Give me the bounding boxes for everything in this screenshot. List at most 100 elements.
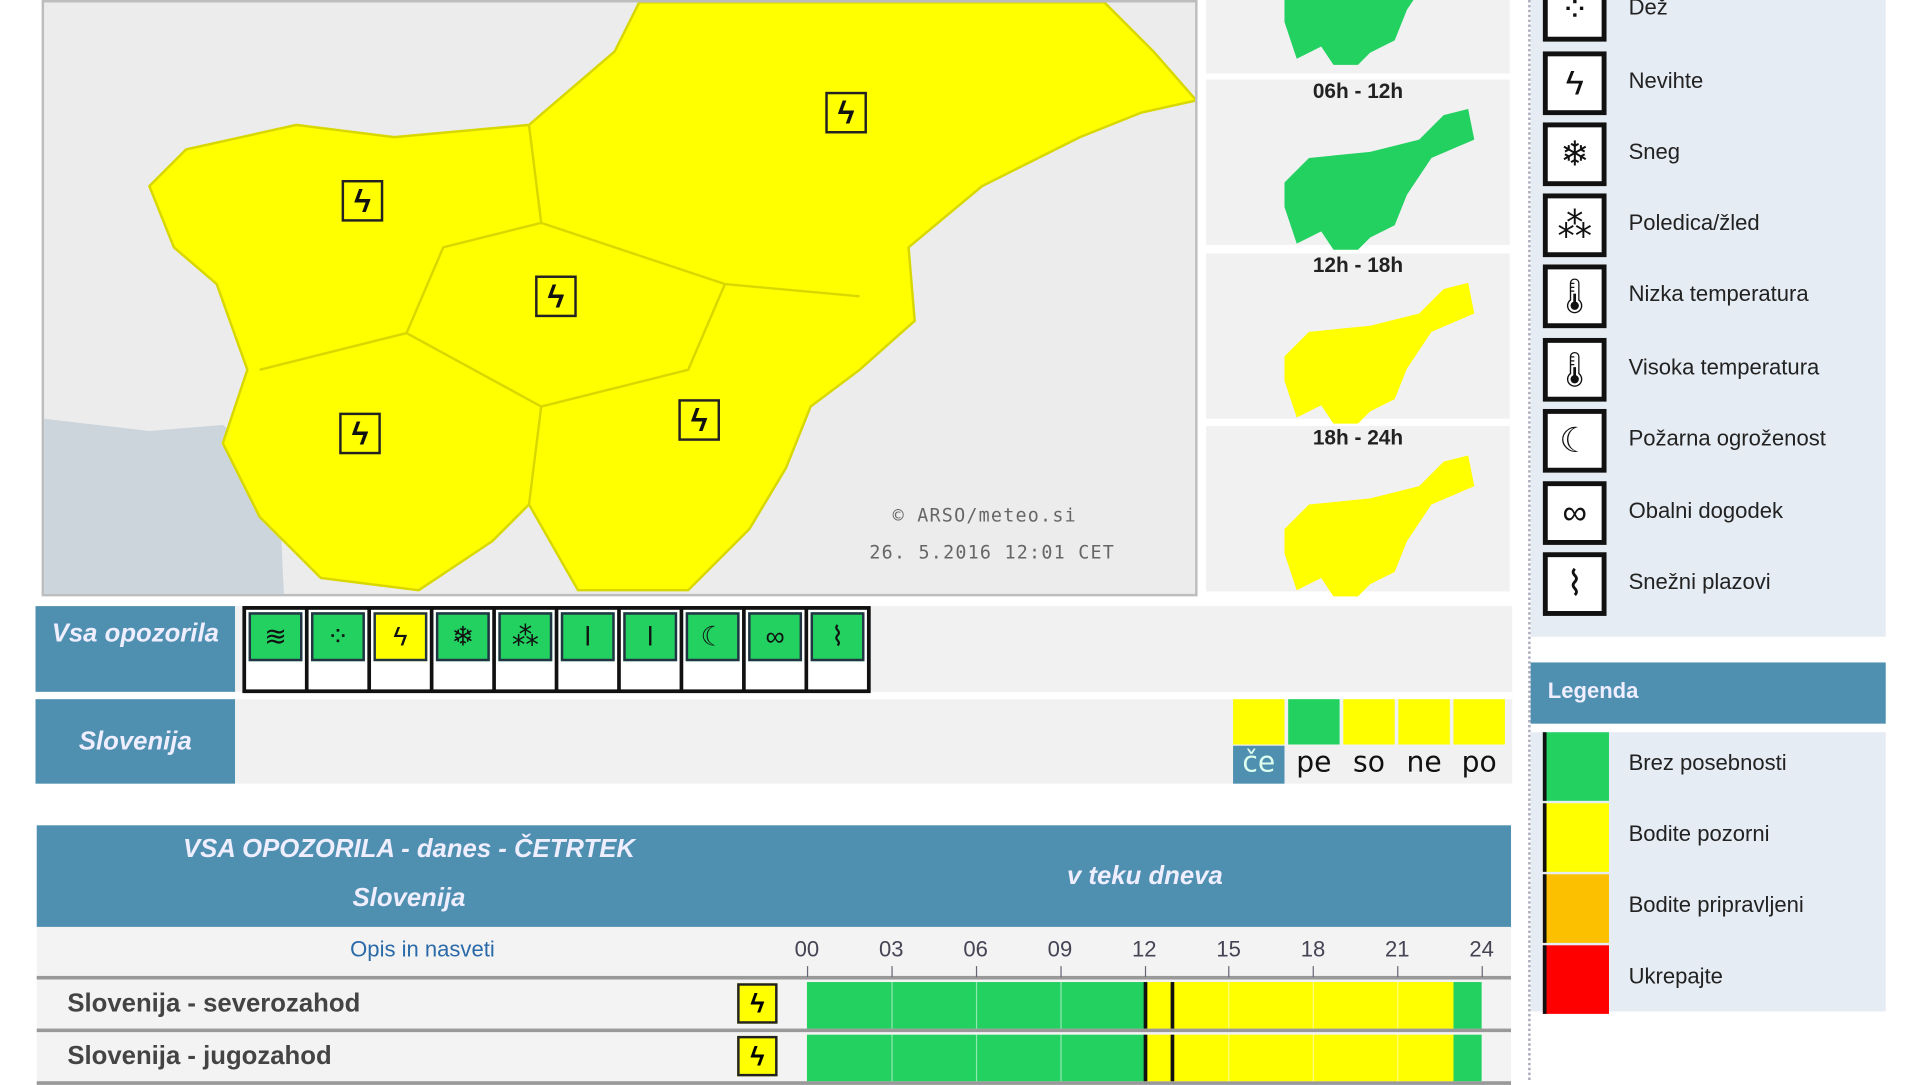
avalanche-icon: ⌇ <box>1542 552 1607 616</box>
hour-label: 12 <box>1132 936 1157 962</box>
hour-label: 18 <box>1300 936 1326 962</box>
thunderstorm-icon[interactable]: ϟ <box>825 91 867 134</box>
hour-label: 15 <box>1216 936 1241 962</box>
warning-map[interactable]: ϟ ϟ ϟ ϟ ϟ © ARSO/meteo.si 26. 5.2016 12:… <box>41 0 1198 597</box>
hour-tick <box>1144 966 1146 978</box>
timeline-gridline <box>1397 1034 1399 1082</box>
legend: Brez posebnosti Bodite pozorni Bodite prip… <box>1530 732 1886 1014</box>
period-map[interactable] <box>1206 0 1510 74</box>
low-temperature-icon: ǀ <box>560 612 615 662</box>
thunderstorm-icon[interactable]: ϟ <box>737 1035 778 1077</box>
warning-type-button[interactable]: ⁘ <box>308 609 368 690</box>
warning-type-button[interactable]: ǀ <box>620 609 680 690</box>
period-map-label: 06h - 12h <box>1312 79 1404 103</box>
timeline-marker <box>1171 1034 1175 1082</box>
day-level <box>1343 699 1395 745</box>
region-label[interactable]: Slovenija <box>35 699 236 784</box>
day-level <box>1233 699 1285 745</box>
table-title: VSA OPOZORILA - danes - ČETRTEK <box>183 835 635 864</box>
legend-swatch <box>1542 803 1609 872</box>
warning-type-item[interactable]: ❄ Sneg <box>1542 122 1886 191</box>
period-maps: 06h - 12h 12h - 18h 18h - 24h <box>1206 0 1512 597</box>
rain-icon: ⁘ <box>311 612 365 662</box>
warning-type-label: Nevihte <box>1628 68 1704 94</box>
region-name[interactable]: Slovenija - severozahod <box>67 989 361 1018</box>
timeline-gridline <box>1228 982 1230 1029</box>
warning-type-button[interactable]: ⁂ <box>495 609 555 690</box>
timeline-gridline <box>1059 1034 1062 1082</box>
table-subheader: Opis in nasveti 00 03 06 09 12 15 18 21 24 <box>36 926 1512 980</box>
legend-item: Ukrepajte <box>1542 945 1886 1014</box>
table-row[interactable]: Slovenija - severozahod ϟ <box>36 979 1512 1033</box>
day-tab[interactable]: ne <box>1398 699 1452 783</box>
warning-type-item[interactable]: 🌡 Nizka temperatura <box>1542 264 1886 333</box>
table-period: v teku dneva <box>1066 862 1223 891</box>
period-map[interactable]: 18h - 24h <box>1206 426 1510 597</box>
sea-area <box>44 418 284 594</box>
timeline-gridline <box>975 1034 977 1082</box>
hour-tick <box>891 966 893 978</box>
day-level <box>1288 699 1340 745</box>
hour-tick <box>1312 966 1315 978</box>
warning-type-label: Poledica/žled <box>1628 210 1760 236</box>
table-row[interactable]: Slovenija - jugozahod ϟ <box>36 1032 1512 1085</box>
warning-type-button[interactable]: ≋ <box>246 609 305 690</box>
warning-type-item[interactable]: 🌡 Visoka temperatura <box>1542 337 1886 407</box>
thunderstorm-icon: ϟ <box>1542 51 1607 116</box>
timeline-gridline <box>1228 1034 1230 1082</box>
timeline-marker <box>1143 982 1147 1029</box>
hour-label: 03 <box>879 936 904 962</box>
day-selector-row: če pe so ne po <box>235 699 1513 784</box>
timeline-segment <box>1453 982 1482 1029</box>
day-tab[interactable]: če <box>1233 699 1287 784</box>
thunderstorm-icon[interactable]: ϟ <box>339 412 381 455</box>
day-level <box>1398 699 1450 745</box>
ice-icon: ⁂ <box>1542 193 1607 258</box>
thunderstorm-icon[interactable]: ϟ <box>341 180 384 222</box>
warning-type-item[interactable]: ϟ Nevihte <box>1542 51 1886 120</box>
table-header: VSA OPOZORILA - danes - ČETRTEK Slovenij… <box>36 825 1512 927</box>
warning-type-button[interactable]: ❄ <box>433 609 493 690</box>
period-map-shape <box>1284 282 1475 424</box>
day-tab[interactable]: po <box>1453 699 1507 783</box>
warning-type-item[interactable]: ⌇ Snežni plazovi <box>1542 552 1886 621</box>
coastal-event-icon: ∞ <box>748 612 803 662</box>
legend-label: Bodite pozorni <box>1628 821 1770 847</box>
warning-type-item[interactable]: ⁘ Dež <box>1542 0 1886 47</box>
legend-title: Legenda <box>1530 662 1886 724</box>
rain-icon: ⁘ <box>1542 0 1607 42</box>
warning-type-item[interactable]: ∞ Obalni dogodek <box>1542 481 1886 550</box>
legend-swatch <box>1542 732 1609 801</box>
thunderstorm-icon[interactable]: ϟ <box>535 275 577 318</box>
legend-swatch <box>1542 874 1609 943</box>
day-tab[interactable]: pe <box>1288 699 1342 783</box>
high-temperature-icon: 🌡 <box>1542 337 1607 402</box>
timeline-gridline <box>1312 982 1315 1029</box>
description-link[interactable]: Opis in nasveti <box>350 936 495 962</box>
timeline-segment <box>1144 1034 1454 1082</box>
thunderstorm-icon[interactable]: ϟ <box>678 399 721 441</box>
warning-type-item[interactable]: ☾ Požarna ogroženost <box>1542 408 1886 478</box>
warning-type-label: Snežni plazovi <box>1628 569 1771 594</box>
legend-swatch <box>1542 945 1609 1014</box>
warning-type-button[interactable]: ☾ <box>683 609 743 690</box>
warning-type-label: Nizka temperatura <box>1628 281 1809 307</box>
thunderstorm-icon[interactable]: ϟ <box>737 983 778 1024</box>
all-warnings-label[interactable]: Vsa opozorila <box>35 606 236 692</box>
warning-type-button[interactable]: ⌇ <box>808 609 867 690</box>
period-map[interactable]: 06h - 12h <box>1206 79 1510 250</box>
region-name[interactable]: Slovenija - jugozahod <box>67 1042 332 1071</box>
warning-type-item[interactable]: ⁂ Poledica/žled <box>1542 193 1886 262</box>
avalanche-icon: ⌇ <box>810 612 865 662</box>
day-label: so <box>1353 746 1385 779</box>
warning-type-button[interactable]: ǀ <box>558 609 618 690</box>
warning-type-label: Visoka temperatura <box>1628 355 1820 380</box>
timeline-segment <box>1144 982 1454 1029</box>
hour-tick <box>806 966 809 978</box>
period-map[interactable]: 12h - 18h <box>1206 253 1510 424</box>
day-tab[interactable]: so <box>1343 699 1397 783</box>
hour-label: 00 <box>794 936 820 962</box>
warning-type-button[interactable]: ∞ <box>745 609 805 690</box>
warning-type-button[interactable]: ϟ <box>371 609 430 690</box>
day-label: po <box>1461 746 1497 779</box>
